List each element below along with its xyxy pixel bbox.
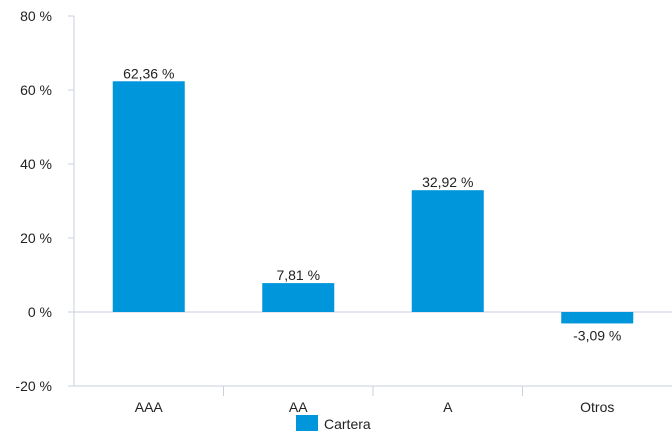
bar-aa [262, 283, 335, 312]
bar-aaa [112, 81, 185, 312]
y-tick-label: -20 % [15, 378, 52, 394]
x-tick-label: Otros [580, 399, 614, 415]
bar-otros [561, 312, 634, 324]
legend-label: Cartera [324, 416, 371, 432]
data-labels: 62,36 % 7,81 % 32,92 % -3,09 % [123, 65, 621, 343]
bars [112, 81, 634, 324]
y-tick-label: 80 % [20, 8, 52, 24]
x-tick-label: A [443, 399, 453, 415]
data-label: 7,81 % [276, 267, 320, 283]
x-tick-label: AA [289, 399, 308, 415]
axes: -20 %0 %20 %40 %60 %80 %AAA AA A Otros [15, 8, 672, 415]
data-label: -3,09 % [573, 327, 621, 343]
x-tick-label: AAA [135, 399, 164, 415]
data-label: 32,92 % [422, 174, 473, 190]
legend: Cartera [296, 415, 371, 432]
legend-swatch [296, 415, 318, 431]
y-tick-label: 40 % [20, 156, 52, 172]
y-tick-label: 0 % [28, 304, 52, 320]
y-tick-label: 60 % [20, 82, 52, 98]
data-label: 62,36 % [123, 65, 174, 81]
y-tick-label: 20 % [20, 230, 52, 246]
bar-a [411, 190, 484, 312]
